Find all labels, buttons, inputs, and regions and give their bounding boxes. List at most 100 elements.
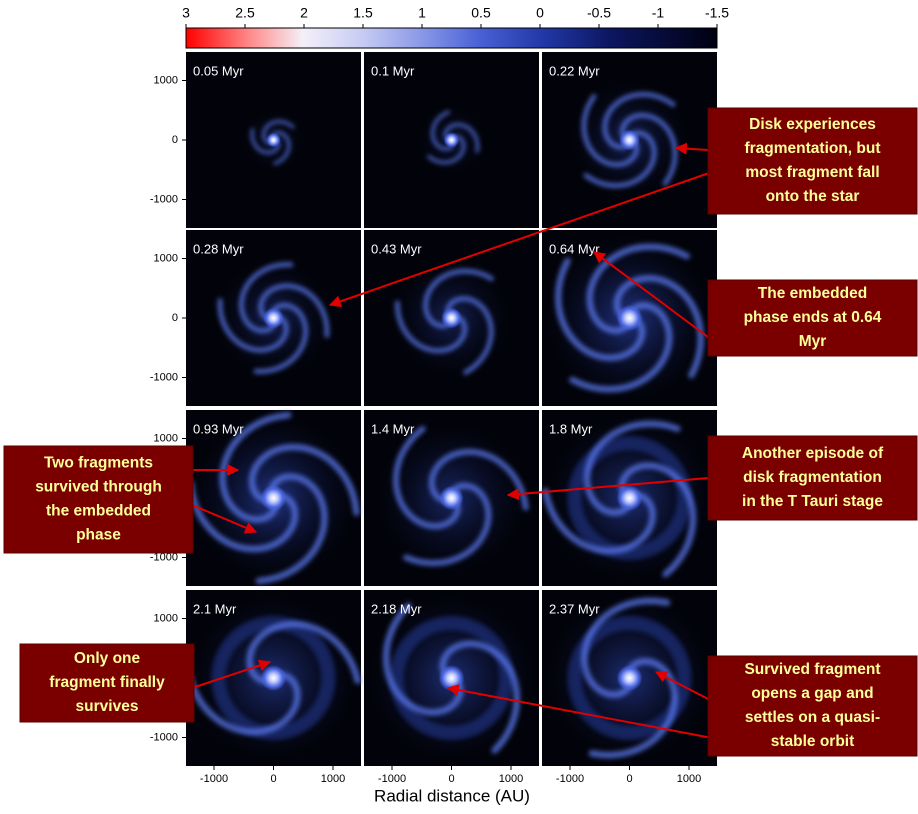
colorbar-tick-label: 1.5 <box>353 5 373 21</box>
spiral-arm <box>248 443 360 516</box>
annotation-box <box>707 655 918 757</box>
spiral-arm <box>186 671 301 736</box>
star-core <box>616 304 643 332</box>
star-core <box>266 132 281 148</box>
colorbar-tick-label: 0 <box>536 5 544 21</box>
gap-ring <box>389 616 514 740</box>
spiral-arm <box>554 257 646 361</box>
spiral-arm <box>588 657 678 759</box>
x-tick-label: 0 <box>270 773 276 785</box>
panel: 0.1 Myr <box>364 52 539 228</box>
annotation-text: survived through <box>35 479 162 496</box>
spiral-arm <box>423 268 494 329</box>
annotation-text: Survived fragment <box>744 661 880 678</box>
spiral-arm <box>238 262 294 334</box>
spiral-arm <box>586 243 690 334</box>
annotation-text: The embedded <box>758 285 867 302</box>
spiral-arm <box>583 130 657 189</box>
x-tick-label: 0 <box>448 773 454 785</box>
x-tick-label: -1000 <box>556 773 584 785</box>
annotation-text: Two fragments <box>44 455 153 472</box>
panel: 2.37 Myr <box>542 590 717 766</box>
spiral-arm <box>581 597 671 699</box>
x-tick-label: -1000 <box>200 773 228 785</box>
star-core <box>263 307 284 329</box>
gap-ring <box>567 436 692 560</box>
x-tick-label: 0 <box>626 773 632 785</box>
star-core <box>260 665 287 691</box>
star-core <box>439 485 464 511</box>
spiral-arm <box>428 448 529 511</box>
spiral-arm <box>219 411 292 523</box>
annotation-box <box>3 445 194 554</box>
annotation-arrow <box>191 659 272 689</box>
y-tick-label: 1000 <box>154 74 178 86</box>
y-tick-label: -1000 <box>150 731 178 743</box>
colorbar-tick-label: -1 <box>652 5 665 21</box>
star-core <box>260 484 287 512</box>
spiral-arm <box>258 283 330 338</box>
y-tick-label: 1000 <box>154 252 178 264</box>
x-tick-label: 1000 <box>677 773 701 785</box>
spiral-arm <box>581 93 640 168</box>
panel-time-label: 1.8 Myr <box>549 421 593 436</box>
panel-time-label: 0.22 Myr <box>549 63 600 78</box>
annotation-text: stable orbit <box>771 733 855 750</box>
y-tick-label: -1000 <box>150 193 178 205</box>
x-tick-label: -1000 <box>378 773 406 785</box>
annotation-text: fragmentation, but <box>744 140 880 157</box>
star-core <box>616 665 643 691</box>
panel: 0.05 Myr <box>186 52 361 228</box>
spiral-arm <box>253 302 309 374</box>
star-core <box>441 307 462 329</box>
panel-time-label: 2.1 Myr <box>193 601 237 616</box>
annotation-arrow <box>654 671 711 701</box>
annotation-arrow <box>446 684 713 739</box>
annotation-box <box>707 279 918 357</box>
annotation-text: fragment finally <box>49 674 165 691</box>
annotation-arrow <box>674 142 709 155</box>
star-core <box>438 665 465 691</box>
colorbar-tick-label: 1 <box>418 5 426 21</box>
annotation-text: phase <box>76 527 121 544</box>
panel-time-label: 0.64 Myr <box>549 241 600 256</box>
colorbar-tick-label: 0.5 <box>471 5 491 21</box>
annotation-box <box>707 107 918 215</box>
panel-time-label: 0.05 Myr <box>193 63 244 78</box>
panel: 2.18 Myr <box>364 590 539 766</box>
star-core <box>619 129 640 151</box>
panel: 1.4 Myr <box>364 410 539 586</box>
annotation-text: Disk experiences <box>749 116 876 133</box>
spiral-arm <box>602 91 676 150</box>
spiral-arm <box>569 302 673 393</box>
gap-ring <box>211 616 336 740</box>
colorbar-tick-label: 3 <box>182 5 190 21</box>
gap-ring <box>567 616 692 740</box>
spiral-arm <box>618 462 697 578</box>
panel-time-label: 0.28 Myr <box>193 241 244 256</box>
annotation-text: Only one <box>74 650 141 667</box>
spiral-arm <box>403 482 492 567</box>
spiral-arm <box>187 480 299 553</box>
annotation-arrow <box>328 171 713 308</box>
colorbar-tick-label: 2.5 <box>235 5 255 21</box>
annotation-box <box>19 643 195 723</box>
annotation-box <box>707 435 918 521</box>
panel: 0.64 Myr <box>542 230 717 406</box>
annotation-text: disk fragmentation <box>743 469 882 486</box>
annotation-arrow <box>191 504 258 534</box>
annotation-text: most fragment fall <box>745 164 879 181</box>
spiral-arm <box>439 640 521 754</box>
panel-time-label: 1.4 Myr <box>371 421 415 436</box>
annotation-arrow <box>593 251 713 341</box>
panel-time-label: 0.93 Myr <box>193 421 244 436</box>
panel: 0.22 Myr <box>542 52 717 228</box>
y-tick-label: 1000 <box>154 432 178 444</box>
panel-time-label: 0.43 Myr <box>371 241 422 256</box>
y-tick-label: 1000 <box>154 612 178 624</box>
panel: 1.8 Myr <box>542 410 717 586</box>
star-core <box>443 132 460 148</box>
colorbar-tick-label: -1.5 <box>705 5 729 21</box>
annotation-text: Another episode of <box>742 445 884 462</box>
